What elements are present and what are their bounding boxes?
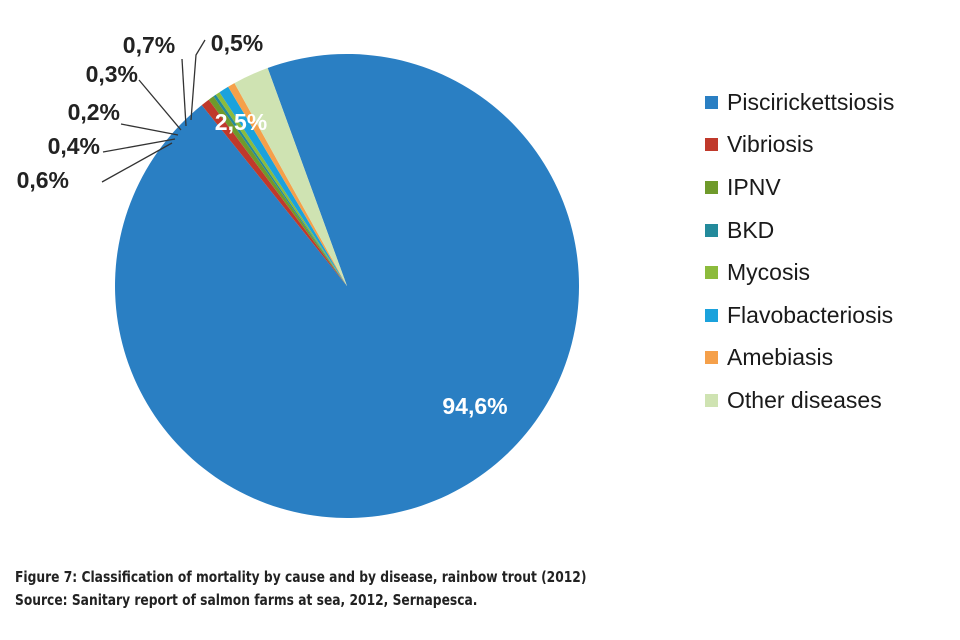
legend-item-flavobacteriosis: Flavobacteriosis: [705, 294, 894, 337]
legend-item-ipnv: IPNV: [705, 166, 894, 209]
legend: Piscirickettsiosis Vibriosis IPNV BKD My…: [705, 81, 894, 422]
legend-swatch: [705, 95, 718, 109]
legend-item-vibriosis: Vibriosis: [705, 124, 894, 167]
legend-label: Piscirickettsiosis: [727, 88, 895, 115]
pie-slice-bkd: [213, 94, 347, 286]
legend-label: Mycosis: [727, 259, 811, 286]
leader-line-flavobacteriosis: [181, 58, 187, 127]
legend-item-amebiasis: Amebiasis: [705, 337, 894, 380]
pie-slice-piscirickettsiosis: [115, 53, 580, 518]
pie-slice-ipnv: [208, 96, 347, 286]
legend-swatch: [705, 223, 718, 237]
pie-slice-flavobacteriosis: [219, 86, 347, 287]
pie-slice-amebiasis: [228, 83, 347, 287]
legend-label: BKD: [727, 216, 775, 243]
leader-line-vibriosis: [101, 142, 173, 183]
leader-line-amebiasis: [190, 39, 206, 121]
data-label-other-diseases: 2,5%: [215, 109, 267, 135]
legend-item-other-diseases: Other diseases: [705, 379, 894, 422]
legend-label: Amebiasis: [727, 344, 834, 371]
leader-lines: [101, 39, 206, 183]
data-label-vibriosis: 0,6%: [17, 167, 69, 193]
legend-swatch: [705, 351, 718, 365]
legend-label: IPNV: [727, 173, 781, 200]
leader-line-bkd: [120, 123, 179, 136]
caption-source: Source: Sanitary report of salmon farms …: [15, 591, 478, 609]
legend-label: Vibriosis: [727, 131, 814, 158]
data-label-ipnv: 0,4%: [48, 133, 100, 159]
pie-slice-mycosis: [215, 92, 347, 286]
data-labels: 94,6% 2,5% 0,6% 0,4% 0,2% 0,3% 0,7% 0,5%: [17, 30, 508, 419]
legend-swatch: [705, 393, 718, 407]
legend-swatch: [705, 138, 718, 152]
legend-swatch: [705, 180, 718, 194]
pie-slices: [115, 53, 580, 518]
data-label-mycosis: 0,3%: [86, 61, 138, 87]
pie-chart: 94,6% 2,5% 0,6% 0,4% 0,2% 0,3% 0,7% 0,5%: [17, 30, 580, 518]
data-label-amebiasis: 0,5%: [211, 30, 263, 56]
figure-caption: Figure 7: Classification of mortality by…: [15, 566, 586, 612]
legend-item-bkd: BKD: [705, 209, 894, 252]
legend-swatch: [705, 266, 718, 280]
pie-slice-vibriosis: [201, 99, 347, 286]
caption-title: Figure 7: Classification of mortality by…: [15, 568, 587, 586]
leader-line-ipnv: [102, 138, 176, 153]
data-label-bkd: 0,2%: [68, 99, 120, 125]
legend-label: Flavobacteriosis: [727, 301, 894, 328]
legend-item-piscirickettsiosis: Piscirickettsiosis: [705, 81, 894, 124]
data-label-flavobacteriosis: 0,7%: [123, 32, 175, 58]
data-label-piscirickettsiosis: 94,6%: [442, 393, 507, 419]
leader-line-mycosis: [138, 79, 182, 131]
legend-item-mycosis: Mycosis: [705, 251, 894, 294]
legend-swatch: [705, 308, 718, 322]
pie-slice-other-diseases: [234, 67, 347, 287]
legend-label: Other diseases: [727, 386, 882, 413]
